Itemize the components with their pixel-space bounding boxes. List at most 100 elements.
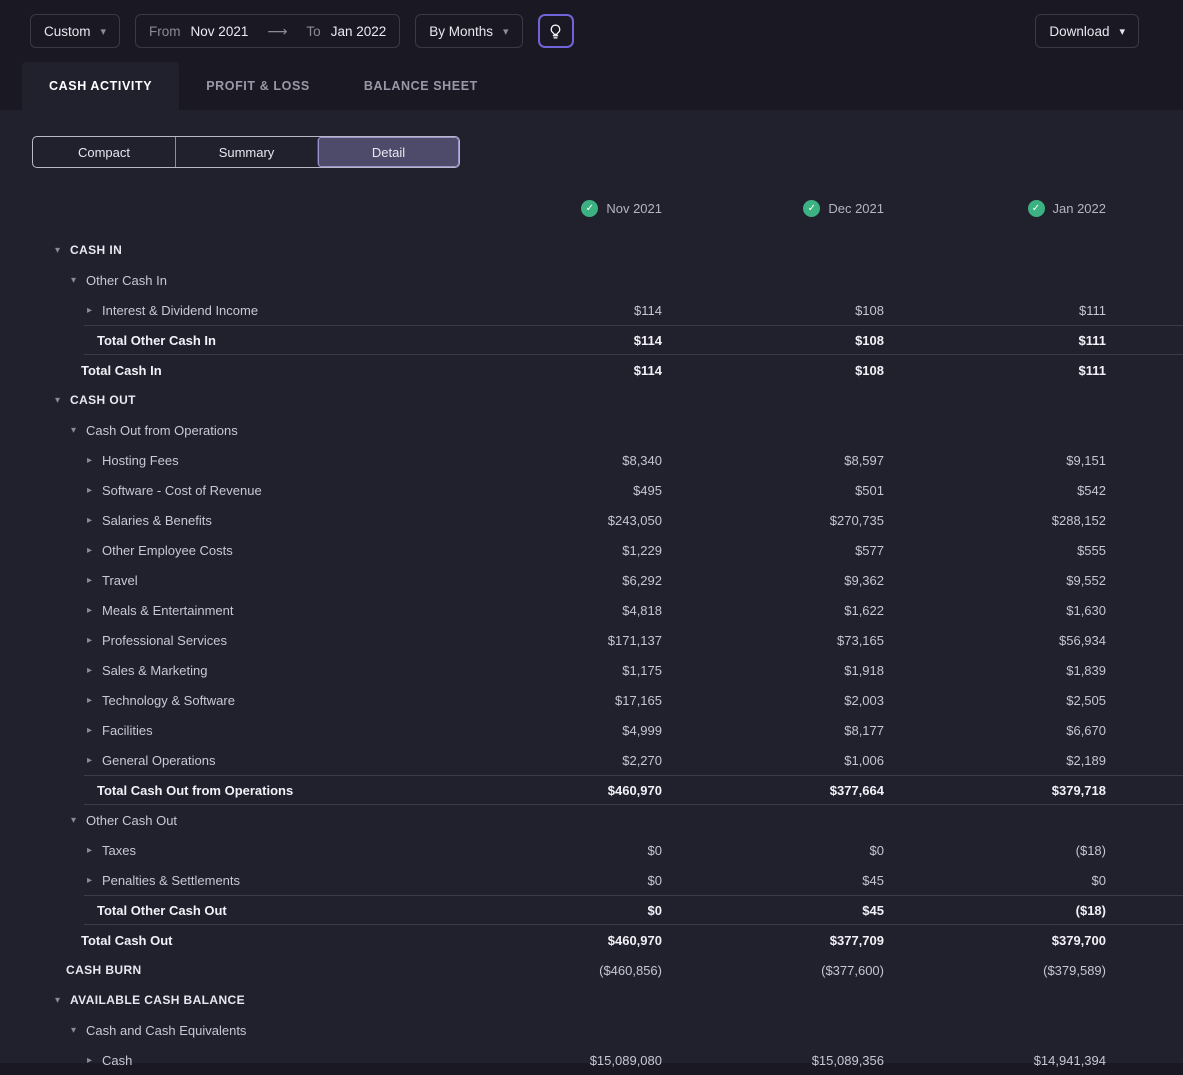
collapse-icon[interactable]: ▾ — [71, 814, 77, 826]
table-row-penalties-settlements[interactable]: ▸ Penalties & Settlements $0 $45 $0 — [0, 865, 1183, 895]
expand-icon[interactable]: ▸ — [87, 664, 93, 676]
collapse-icon[interactable]: ▾ — [71, 274, 77, 286]
expand-icon[interactable]: ▸ — [87, 634, 93, 646]
cell-value: $4,999 — [622, 722, 662, 738]
cell-value: $460,970 — [607, 782, 662, 798]
expand-icon[interactable]: ▸ — [87, 304, 93, 316]
table-row-professional-services[interactable]: ▸ Professional Services $171,137 $73,165 $56… — [0, 625, 1183, 655]
tab-cash-activity[interactable]: CASH ACTIVITY — [22, 62, 180, 110]
collapse-icon[interactable]: ▾ — [55, 394, 61, 406]
from-value[interactable]: Nov 2021 — [190, 23, 249, 39]
view-mode-compact[interactable]: Compact — [77, 144, 131, 160]
row-label: CASH OUT — [70, 393, 136, 407]
view-mode-summary[interactable]: Summary — [175, 137, 317, 167]
insights-button[interactable] — [537, 14, 574, 48]
check-icon[interactable]: ✓ — [581, 199, 599, 217]
check-icon[interactable]: ✓ — [803, 199, 821, 217]
cell-value: $1,175 — [622, 662, 662, 678]
table-row-software-cost-of-revenue[interactable]: ▸ Software - Cost of Revenue $495 $501 $542 — [0, 475, 1183, 505]
date-preset-select[interactable]: Custom ▾ — [30, 14, 121, 48]
table-body: ▾ CASH IN ▾ Other Cash In ▸ Interest & Divide… — [0, 235, 1183, 1075]
table-row-cash-out-from-operations[interactable]: ▾ Cash Out from Operations — [0, 415, 1183, 445]
cell-value: $2,505 — [1066, 692, 1106, 708]
chevron-down-icon: ▾ — [100, 25, 107, 38]
view-mode-toggle: Compact Summary Detail — [32, 136, 460, 168]
collapse-icon[interactable]: ▾ — [71, 424, 77, 436]
table-row-meals-entertainment[interactable]: ▸ Meals & Entertainment $4,818 $1,622 $1,630 — [0, 595, 1183, 625]
row-label: General Operations — [102, 752, 216, 768]
cell-value: $377,664 — [829, 782, 884, 798]
column-label: Nov 2021 — [606, 200, 662, 216]
expand-icon[interactable]: ▸ — [87, 454, 93, 466]
tab-balance-sheet[interactable]: BALANCE SHEET — [363, 79, 478, 93]
table-row-technology-software[interactable]: ▸ Technology & Software $17,165 $2,003 $2,50… — [0, 685, 1183, 715]
cell-value: $379,700 — [1051, 932, 1106, 948]
table-row-available-cash-balance[interactable]: ▾ AVAILABLE CASH BALANCE — [0, 985, 1183, 1015]
expand-icon[interactable]: ▸ — [87, 1054, 93, 1066]
expand-icon[interactable]: ▸ — [87, 844, 93, 856]
table-row-salaries-benefits[interactable]: ▸ Salaries & Benefits $243,050 $270,735 $288… — [0, 505, 1183, 535]
cell-value: $108 — [855, 332, 884, 348]
granularity-value: By Months — [429, 23, 494, 39]
table-row-hosting-fees[interactable]: ▸ Hosting Fees $8,340 $8,597 $9,151 — [0, 445, 1183, 475]
expand-icon[interactable]: ▸ — [87, 754, 93, 766]
table-row-cash-in[interactable]: ▾ CASH IN — [0, 235, 1183, 265]
table-row-general-operations[interactable]: ▸ General Operations $2,270 $1,006 $2,189 — [0, 745, 1183, 775]
cell-value: $9,151 — [1066, 452, 1106, 468]
cell-value: $6,670 — [1066, 722, 1106, 738]
collapse-icon[interactable]: ▾ — [55, 244, 61, 256]
row-label: Sales & Marketing — [102, 662, 208, 678]
row-label: Professional Services — [102, 632, 227, 648]
column-label: Jan 2022 — [1052, 200, 1107, 216]
cell-value: $0 — [647, 872, 662, 888]
collapse-icon[interactable]: ▾ — [71, 1024, 77, 1036]
collapse-icon[interactable]: ▾ — [55, 994, 61, 1006]
cell-value: $2,003 — [844, 692, 884, 708]
expand-icon[interactable]: ▸ — [87, 544, 93, 556]
download-button[interactable]: Download ▾ — [1035, 14, 1139, 48]
cell-value: $6,292 — [622, 572, 662, 588]
cell-value: $4,818 — [622, 602, 662, 618]
table-row-facilities[interactable]: ▸ Facilities $4,999 $8,177 $6,670 — [0, 715, 1183, 745]
row-label: Total Other Cash Out — [97, 902, 227, 918]
row-label: Software - Cost of Revenue — [102, 482, 262, 498]
row-label: Travel — [102, 572, 138, 588]
column-header-nov-2021: ✓ Nov 2021 — [440, 199, 662, 217]
check-icon[interactable]: ✓ — [1027, 199, 1045, 217]
table-row-taxes[interactable]: ▸ Taxes $0 $0 ($18) — [0, 835, 1183, 865]
cell-value: $501 — [855, 482, 884, 498]
expand-icon[interactable]: ▸ — [87, 724, 93, 736]
cell-value: $379,718 — [1051, 782, 1106, 798]
expand-icon[interactable]: ▸ — [87, 514, 93, 526]
table-row-cash-and-cash-equivalents[interactable]: ▾ Cash and Cash Equivalents — [0, 1015, 1183, 1045]
expand-icon[interactable]: ▸ — [87, 574, 93, 586]
table-row-other-employee-costs[interactable]: ▸ Other Employee Costs $1,229 $577 $555 — [0, 535, 1183, 565]
table-row-other-cash-out[interactable]: ▾ Other Cash Out — [0, 805, 1183, 835]
expand-icon[interactable]: ▸ — [87, 604, 93, 616]
cell-value: $1,918 — [844, 662, 884, 678]
table-row-sales-marketing[interactable]: ▸ Sales & Marketing $1,175 $1,918 $1,839 — [0, 655, 1183, 685]
cell-value: $1,630 — [1066, 602, 1106, 618]
date-range-control[interactable]: From Nov 2021 ⟶ To Jan 2022 — [135, 14, 401, 48]
expand-icon[interactable]: ▸ — [87, 484, 93, 496]
to-value[interactable]: Jan 2022 — [330, 23, 387, 39]
row-label: Total Cash In — [81, 362, 162, 378]
row-label: CASH IN — [70, 243, 123, 257]
row-label: Cash and Cash Equivalents — [86, 1022, 247, 1038]
table-row-travel[interactable]: ▸ Travel $6,292 $9,362 $9,552 — [0, 565, 1183, 595]
cell-value: ($460,856) — [599, 962, 662, 978]
expand-icon[interactable]: ▸ — [87, 694, 93, 706]
table-row-interest-dividend-income[interactable]: ▸ Interest & Dividend Income $114 $108 $111 — [0, 295, 1183, 325]
tab-profit-loss[interactable]: PROFIT & LOSS — [206, 79, 310, 93]
granularity-select[interactable]: By Months ▾ — [415, 14, 523, 48]
cell-value: $1,229 — [622, 542, 662, 558]
chevron-down-icon: ▾ — [503, 25, 509, 38]
table-row-other-cash-in[interactable]: ▾ Other Cash In — [0, 265, 1183, 295]
column-header-dec-2021: ✓ Dec 2021 — [662, 199, 884, 217]
from-label: From — [149, 23, 181, 39]
table-row-cash-out[interactable]: ▾ CASH OUT — [0, 385, 1183, 415]
table-row-cash[interactable]: ▸ Cash $15,089,080 $15,089,356 $14,941,394 — [0, 1045, 1183, 1075]
row-label: Hosting Fees — [102, 452, 179, 468]
expand-icon[interactable]: ▸ — [87, 874, 93, 886]
view-mode-detail[interactable]: Detail — [317, 137, 459, 167]
